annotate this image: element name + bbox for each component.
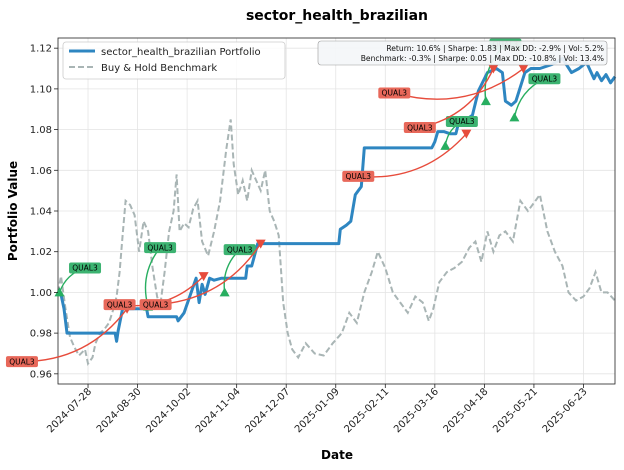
- buy-marker: [440, 140, 451, 150]
- buy-marker: [54, 287, 65, 297]
- chart-title: sector_health_brazilian: [246, 8, 428, 24]
- legend: sector_health_brazilian Portfolio Buy & …: [62, 41, 286, 80]
- y-tick-label: 1.12: [30, 44, 52, 55]
- annotation-label-box: [144, 242, 177, 254]
- annotation-label-box: [69, 262, 102, 274]
- sell-annotation: QUAL3: [139, 239, 266, 311]
- stats-benchmark-line: Benchmark: -0.3% | Sharpe: 0.05 | Max DD…: [361, 54, 604, 63]
- y-tick-label: 1.02: [30, 247, 52, 258]
- annotation-label-box: [403, 122, 436, 134]
- x-axis-title: Date: [321, 448, 353, 462]
- buy-marker: [219, 287, 230, 297]
- sell-marker: [255, 239, 266, 249]
- annotation-label-box: [5, 356, 38, 368]
- stats-background: [317, 40, 608, 66]
- portfolio-line: [57, 56, 617, 343]
- buy-annotation: QUAL3: [440, 115, 478, 150]
- legend-box: [62, 41, 286, 80]
- buy-annotation: QUAL3: [509, 73, 561, 122]
- annotation-label: QUAL3: [9, 357, 35, 366]
- annotation-label: QUAL3: [532, 74, 558, 83]
- annotation-label: QUAL3: [147, 243, 173, 252]
- sell-marker: [518, 64, 529, 74]
- annotation-label: QUAL3: [107, 300, 133, 309]
- sell-marker: [488, 64, 499, 74]
- y-tick-label: 1.06: [30, 166, 52, 177]
- sell-annotation: QUAL3: [378, 64, 529, 100]
- annotation-label: QUAL3: [143, 300, 169, 309]
- annotation-label-box: [445, 115, 478, 127]
- y-tick-label: 1.08: [30, 125, 52, 136]
- annotation-label-box: [223, 244, 256, 256]
- annotation-label-box: [103, 299, 136, 311]
- sell-marker: [461, 129, 472, 139]
- y-tick-label: 1.10: [30, 84, 52, 95]
- annotation-label: QUAL3: [227, 245, 253, 254]
- y-tick-label: 1.00: [30, 288, 52, 299]
- annotation-label: QUAL3: [382, 89, 408, 98]
- sell-annotation: QUAL3: [403, 64, 499, 134]
- stats-box: Return: 10.6% | Sharpe: 1.83 | Max DD: -…: [317, 40, 608, 66]
- y-tick-label: 1.04: [30, 207, 52, 218]
- annotation-label-box: [342, 170, 375, 182]
- sell-marker: [198, 272, 209, 282]
- buy-marker: [509, 112, 520, 122]
- sell-annotation: QUAL3: [342, 129, 472, 182]
- legend-portfolio-label: sector_health_brazilian Portfolio: [101, 47, 261, 58]
- annotation-label: QUAL3: [449, 117, 475, 126]
- annotation-label: QUAL3: [407, 123, 433, 132]
- annotation-label-box: [528, 73, 561, 85]
- benchmark-line: [57, 119, 616, 366]
- annotation-label-box: [378, 87, 411, 99]
- legend-benchmark-label: Buy & Hold Benchmark: [101, 63, 217, 74]
- annotation-label: QUAL3: [346, 172, 372, 181]
- buy-marker: [480, 96, 491, 106]
- annotation-label: QUAL3: [72, 264, 98, 273]
- portfolio-series: [57, 56, 617, 343]
- buy-annotation: QUAL3: [54, 262, 102, 297]
- annotation-label-box: [139, 299, 172, 311]
- buy-annotation: QUAL3: [219, 244, 256, 297]
- stats-portfolio-line: Return: 10.6% | Sharpe: 1.83 | Max DD: -…: [386, 44, 604, 53]
- benchmark-series: [57, 119, 616, 366]
- y-tick-label: 0.96: [30, 369, 52, 380]
- y-axis-title: Portfolio Value: [6, 161, 20, 261]
- y-tick-label: 0.98: [30, 329, 52, 340]
